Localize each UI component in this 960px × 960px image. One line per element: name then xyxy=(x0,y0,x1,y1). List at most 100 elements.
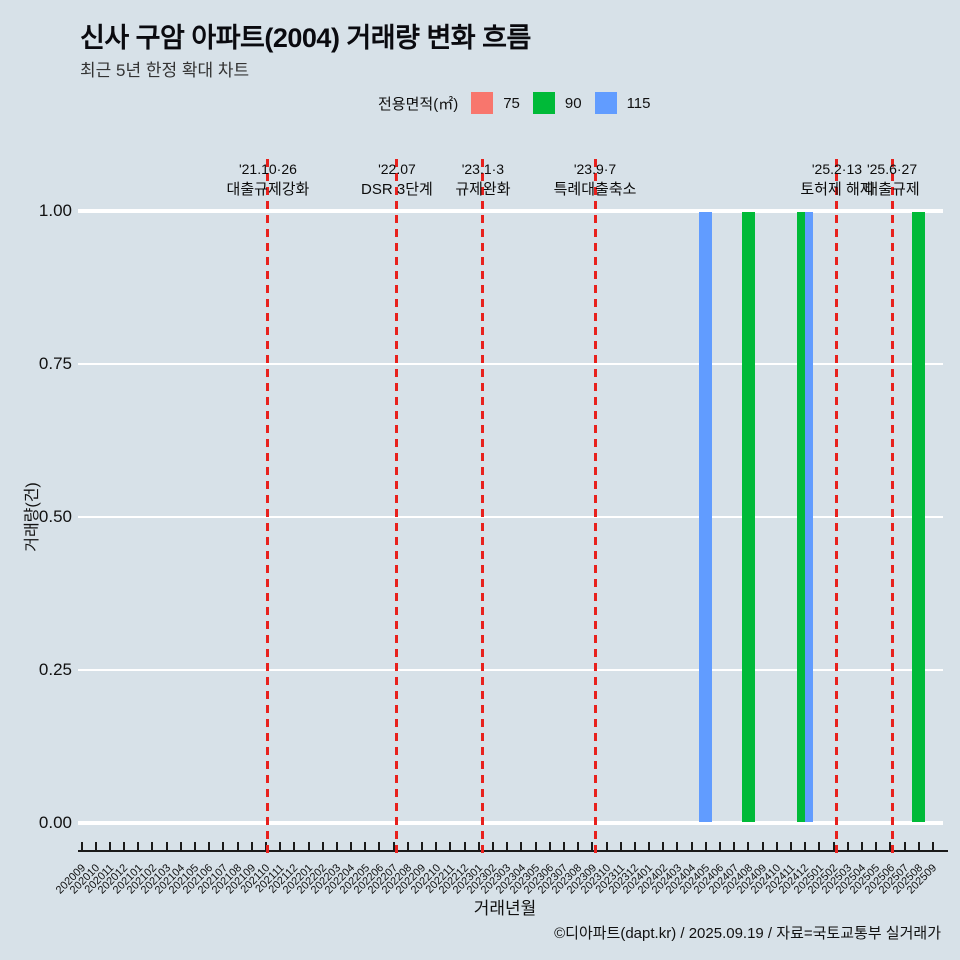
x-tick-202207 xyxy=(392,842,395,850)
x-axis-title: 거래년월 xyxy=(473,899,537,918)
legend-label-115: 115 xyxy=(626,94,651,112)
x-tick-202104 xyxy=(179,842,182,850)
x-tick-202009 xyxy=(80,842,83,850)
annotation-label-5: 대출규제 xyxy=(864,181,920,198)
x-tick-label-202509: 202509 xyxy=(831,858,939,896)
x-tick-202311 xyxy=(619,842,622,850)
x-tick-202505 xyxy=(875,842,878,850)
page-title: 신사 구암 아파트(2004) 거래량 변화 흐름 xyxy=(80,23,531,53)
x-tick-202503 xyxy=(846,842,849,850)
x-tick-202309 xyxy=(591,842,594,850)
x-tick-202506 xyxy=(889,842,892,850)
legend-swatch-90 xyxy=(532,92,555,114)
x-tick-202012 xyxy=(123,842,126,850)
annotation-text-0: '21.10·26 대출규제강화 xyxy=(227,161,310,199)
x-tick-202507 xyxy=(903,842,906,850)
x-tick-202209 xyxy=(421,842,424,850)
x-tick-202210 xyxy=(435,842,438,850)
x-tick-202101 xyxy=(137,842,140,850)
x-tick-202307 xyxy=(562,842,565,850)
annotation-date-3: '23.9·7 xyxy=(573,161,617,177)
x-tick-202404 xyxy=(690,842,693,850)
x-tick-202212 xyxy=(463,842,466,850)
legend-title: 전용면적(㎡) xyxy=(378,95,459,113)
annotation-line-1 xyxy=(395,159,399,853)
x-tick-202502 xyxy=(832,842,835,850)
annotation-line-0 xyxy=(266,159,270,853)
annotation-label-3: 특례대출축소 xyxy=(553,181,637,198)
gridline-0.50 xyxy=(78,516,943,518)
annotation-text-2: '23.1·3 규제완화 xyxy=(455,161,510,199)
x-tick-202409 xyxy=(761,842,764,850)
legend-swatch-115 xyxy=(594,92,617,114)
x-tick-202304 xyxy=(520,842,523,850)
bar-202508-90 xyxy=(912,212,926,822)
x-tick-202509 xyxy=(931,842,934,850)
y-tick-label-0.50: 0.50 xyxy=(38,507,72,526)
x-tick-202401 xyxy=(648,842,651,850)
legend-swatch-75 xyxy=(471,92,494,114)
x-tick-202109 xyxy=(250,842,253,850)
x-tick-202112 xyxy=(293,842,296,850)
x-axis-line xyxy=(78,850,948,852)
x-tick-202301 xyxy=(477,842,480,850)
x-tick-202302 xyxy=(492,842,494,850)
x-tick-202308 xyxy=(577,842,580,850)
gridline-0.75 xyxy=(78,363,943,365)
page-subtitle: 최근 5년 한정 확대 차트 xyxy=(80,61,250,80)
annotation-line-3 xyxy=(593,159,597,853)
annotation-line-2 xyxy=(481,159,485,853)
x-tick-202010 xyxy=(94,842,97,850)
x-tick-202106 xyxy=(208,842,211,850)
annotation-date-4: '25.2·13 xyxy=(811,161,863,177)
legend-item-90: 90 xyxy=(532,92,582,114)
x-tick-202205 xyxy=(364,842,367,850)
x-tick-202208 xyxy=(406,842,409,850)
gridline-1.00 xyxy=(78,209,943,213)
y-axis-title: 거래량(건) xyxy=(24,482,41,552)
x-tick-202310 xyxy=(605,842,608,850)
x-tick-202407 xyxy=(733,842,736,850)
legend-item-115: 115 xyxy=(594,92,651,114)
x-tick-202103 xyxy=(165,842,168,850)
annotation-text-3: '23.9·7 특례대출축소 xyxy=(554,161,637,199)
annotation-label-2: 규제완화 xyxy=(455,181,511,198)
x-tick-202312 xyxy=(633,842,636,850)
x-tick-202402 xyxy=(662,842,665,850)
annotation-text-5: '25.6·27 대출규제 xyxy=(864,161,919,199)
bar-202405-115 xyxy=(699,212,713,822)
x-tick-202211 xyxy=(449,842,452,850)
x-tick-202406 xyxy=(719,842,722,850)
y-tick-label-1.00: 1.00 xyxy=(38,201,72,220)
x-tick-202201 xyxy=(307,842,310,850)
x-tick-202108 xyxy=(236,842,239,850)
annotation-text-4: '25.2·13 토허제 해제 xyxy=(800,161,873,199)
legend: 전용면적(㎡) 75 90 115 xyxy=(378,92,651,114)
annotation-date-1: '22.07 xyxy=(378,161,416,177)
x-tick-202408 xyxy=(747,842,750,850)
x-tick-202305 xyxy=(534,842,537,850)
x-tick-202306 xyxy=(548,842,551,850)
legend-items: 75 90 115 xyxy=(471,92,651,114)
legend-label-90: 90 xyxy=(564,94,582,112)
bar-202412-115 xyxy=(805,212,814,822)
footer-credit: ©디아파트(dapt.kr) / 2025.09.19 / 자료=국토교통부 실… xyxy=(554,925,941,942)
annotation-label-1: DSR 3단계 xyxy=(361,181,433,198)
x-tick-202110 xyxy=(264,842,267,850)
gridline-0.00 xyxy=(78,821,943,825)
x-tick-202202 xyxy=(321,842,324,850)
x-tick-202203 xyxy=(335,842,338,850)
y-tick-label-0.00: 0.00 xyxy=(38,813,72,832)
annotation-line-4 xyxy=(835,159,839,853)
x-tick-202111 xyxy=(279,842,282,850)
x-tick-202508 xyxy=(917,842,920,850)
annotation-date-0: '21.10·26 xyxy=(238,161,297,177)
annotation-label-0: 대출규제강화 xyxy=(226,181,310,198)
annotation-text-1: '22.07 DSR 3단계 xyxy=(361,161,433,199)
legend-label-75: 75 xyxy=(503,94,520,112)
x-tick-202107 xyxy=(222,842,225,850)
annotation-label-4: 토허제 해제 xyxy=(800,181,874,198)
y-tick-label-0.75: 0.75 xyxy=(38,354,72,373)
bar-202412-90 xyxy=(797,212,806,822)
